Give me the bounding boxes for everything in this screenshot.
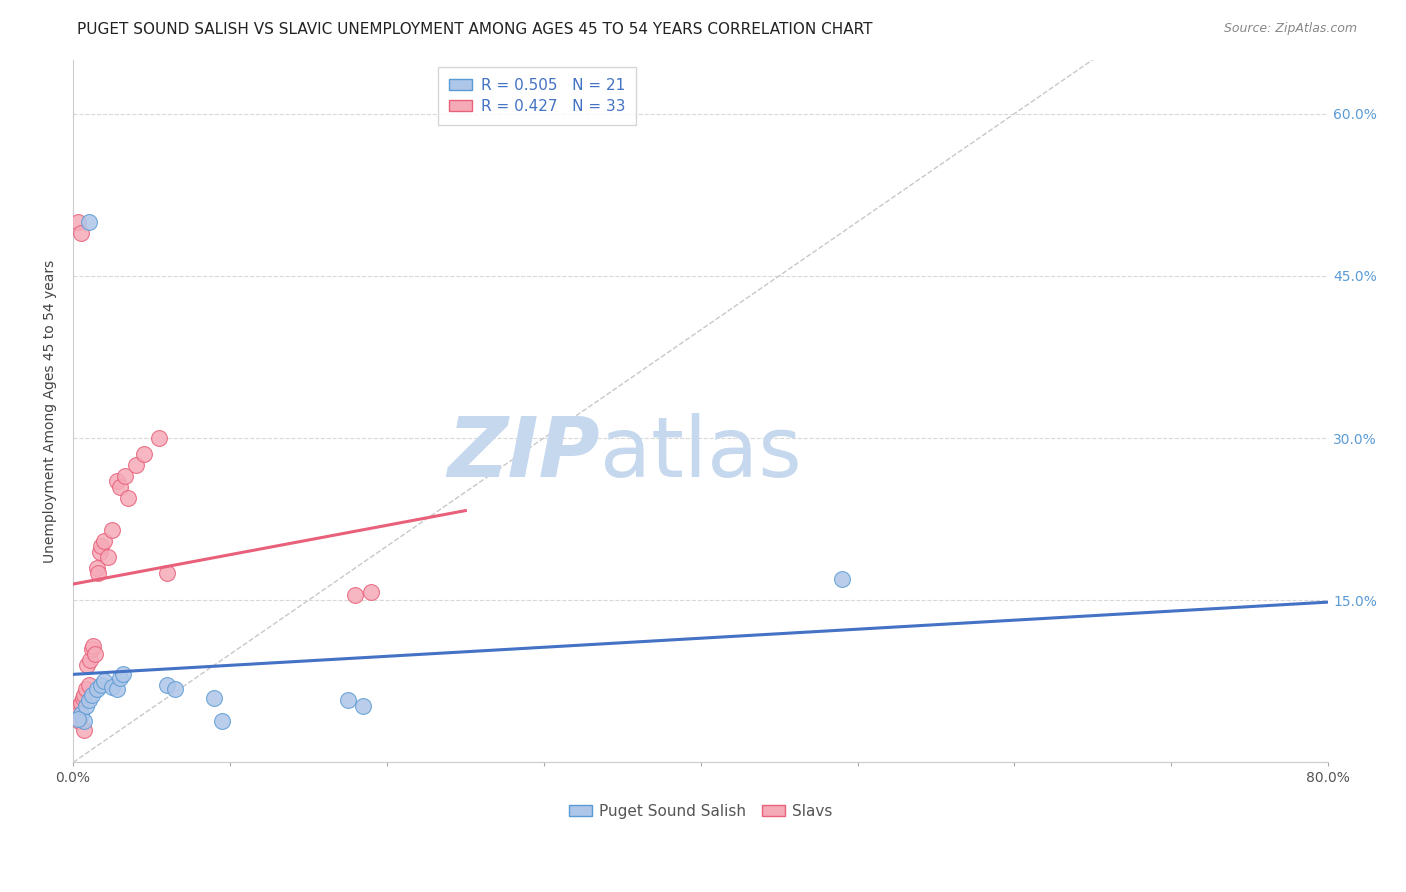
Text: PUGET SOUND SALISH VS SLAVIC UNEMPLOYMENT AMONG AGES 45 TO 54 YEARS CORRELATION : PUGET SOUND SALISH VS SLAVIC UNEMPLOYMEN… xyxy=(77,22,873,37)
Point xyxy=(105,681,128,696)
Point xyxy=(73,689,96,703)
Point xyxy=(89,544,111,558)
Point xyxy=(66,706,89,721)
Point xyxy=(70,706,93,721)
Point xyxy=(336,692,359,706)
Point xyxy=(73,723,96,737)
Point xyxy=(67,714,90,729)
Point xyxy=(156,677,179,691)
Point xyxy=(105,475,128,489)
Point xyxy=(66,215,89,229)
Point xyxy=(75,699,97,714)
Text: ZIP: ZIP xyxy=(447,413,600,493)
Point xyxy=(114,469,136,483)
Point xyxy=(77,215,100,229)
Point xyxy=(108,671,131,685)
Point xyxy=(90,539,112,553)
Point xyxy=(75,681,97,696)
Point xyxy=(79,653,101,667)
Point xyxy=(101,680,124,694)
Point xyxy=(132,447,155,461)
Point xyxy=(108,480,131,494)
Point xyxy=(84,648,107,662)
Point xyxy=(70,696,93,710)
Point xyxy=(73,714,96,729)
Point xyxy=(117,491,139,505)
Point xyxy=(831,572,853,586)
Point xyxy=(77,692,100,706)
Point xyxy=(156,566,179,581)
Point xyxy=(76,658,98,673)
Point xyxy=(70,226,93,240)
Point xyxy=(77,677,100,691)
Point xyxy=(66,712,89,726)
Point xyxy=(65,701,87,715)
Point xyxy=(86,561,108,575)
Point xyxy=(344,588,367,602)
Point xyxy=(352,699,374,714)
Point xyxy=(82,639,104,653)
Point xyxy=(101,523,124,537)
Text: Source: ZipAtlas.com: Source: ZipAtlas.com xyxy=(1223,22,1357,36)
Point xyxy=(93,533,115,548)
Point xyxy=(202,690,225,705)
Point xyxy=(148,431,170,445)
Legend: Puget Sound Salish, Slavs: Puget Sound Salish, Slavs xyxy=(562,797,838,825)
Point xyxy=(90,677,112,691)
Point xyxy=(165,681,187,696)
Point xyxy=(211,714,233,729)
Text: atlas: atlas xyxy=(600,413,801,493)
Point xyxy=(72,690,94,705)
Point xyxy=(93,674,115,689)
Point xyxy=(97,549,120,564)
Point xyxy=(360,584,382,599)
Y-axis label: Unemployment Among Ages 45 to 54 years: Unemployment Among Ages 45 to 54 years xyxy=(44,260,58,563)
Point xyxy=(87,566,110,581)
Point xyxy=(80,641,103,656)
Point xyxy=(112,666,135,681)
Point xyxy=(125,458,148,472)
Point xyxy=(86,681,108,696)
Point xyxy=(80,689,103,703)
